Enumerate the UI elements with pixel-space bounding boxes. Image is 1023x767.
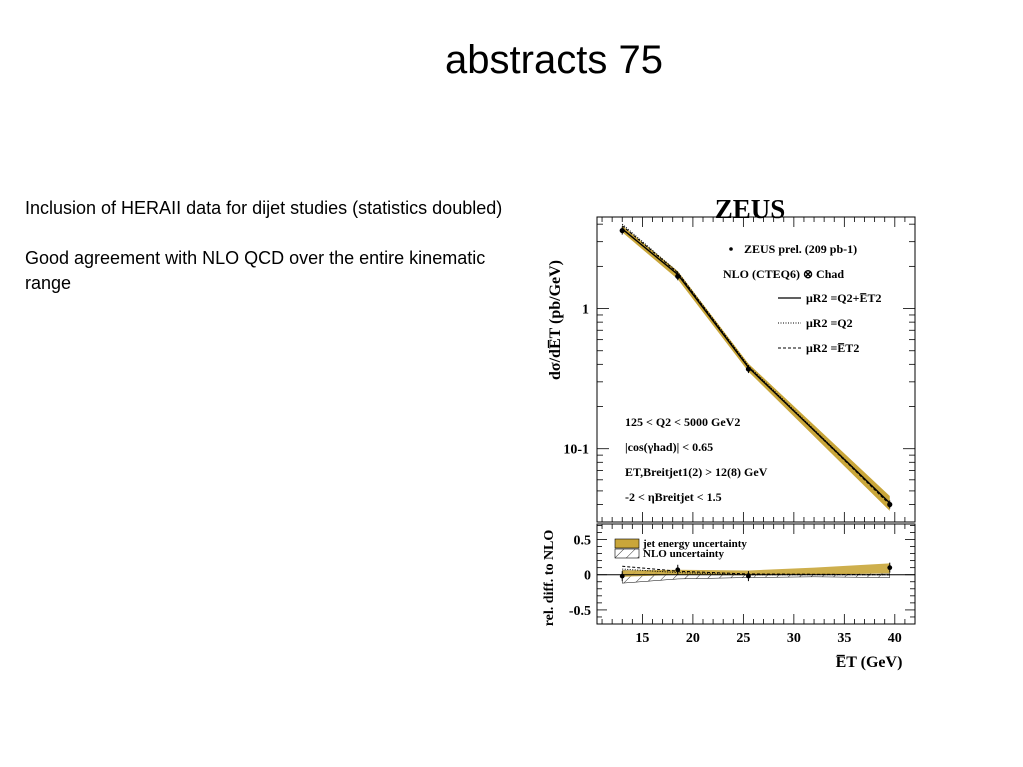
upper-panel: dσ/dE̅T (pb/GeV) 1 10-1 ZEUS prel. (209 p… — [546, 216, 916, 523]
y-tick-label: 10-1 — [563, 443, 589, 458]
y-tick-label: 0 — [584, 569, 591, 584]
zeus-plot: ZEUS dσ/dE̅T (pb/GeV) 1 10-1 ZEUS prel. (… — [542, 194, 916, 671]
legend-nlo-label: NLO (CTEQ6) ⊗ Chad — [723, 267, 844, 281]
lower-x-ticks: 15 20 25 30 35 40 — [601, 217, 916, 646]
slide-paragraph: Good agreement with NLO QCD over the ent… — [25, 248, 486, 293]
lower-lines-layer — [622, 565, 890, 576]
cut-label: ET,Breitjet1(2) > 12(8) GeV — [625, 465, 768, 479]
legend-data-marker — [729, 247, 733, 251]
ratio-line-dashed — [622, 565, 890, 576]
lower-y-label: rel. diff. to NLO — [542, 530, 557, 627]
legend-jet-band-label: jet energy uncertainty — [642, 538, 747, 550]
nlo-line-solid — [621, 228, 891, 504]
zeus-figure: ZEUS dσ/dE̅T (pb/GeV) 1 10-1 ZEUS prel. (… — [535, 185, 935, 690]
lower-bands-layer — [597, 563, 915, 584]
x-tick-label: 15 — [635, 631, 649, 646]
upper-y-ticks: 1 10-1 — [563, 223, 915, 523]
slide-title: abstracts 75 — [445, 38, 663, 82]
x-tick-label: 40 — [888, 631, 902, 646]
legend-nlo-band-swatch — [614, 548, 640, 559]
ratio-point — [887, 565, 893, 571]
legend-jet-band-swatch — [614, 538, 640, 549]
upper-lines-layer — [621, 223, 891, 505]
legend-nlo-band-label: NLO uncertainty — [643, 548, 724, 560]
lower-points-layer — [619, 562, 893, 582]
y-tick-label: 0.5 — [574, 533, 592, 548]
data-point — [619, 227, 625, 234]
nlo-line-dashed — [621, 225, 891, 505]
legend-scale-label: μR2 =E̅T2 — [806, 341, 859, 355]
chart-title: ZEUS — [715, 194, 786, 224]
ratio-line-dotted — [622, 568, 890, 576]
legend-scale-label: μR2 =Q2+E̅T2 — [806, 291, 882, 305]
upper-points-layer — [619, 226, 893, 509]
ratio-point — [746, 573, 751, 579]
cut-label: |cos(γhad)| < 0.65 — [625, 440, 713, 454]
x-axis-label: E̅T (GeV) — [836, 653, 903, 671]
legend-data-label: ZEUS prel. (209 pb-1) — [744, 242, 857, 256]
legend-scale-label: μR2 =Q2 — [806, 316, 853, 330]
upper-frame — [596, 216, 916, 523]
x-tick-label: 35 — [837, 631, 851, 646]
x-tick-label: 20 — [686, 631, 700, 646]
data-point — [745, 366, 752, 372]
y-tick-label: -0.5 — [569, 604, 591, 619]
ratio-point — [675, 567, 681, 573]
lower-panel: rel. diff. to NLO 0.50-0.5 15 20 25 30 35 40 … — [542, 217, 916, 671]
y-tick-label: 1 — [582, 303, 589, 318]
x-tick-label: 30 — [787, 631, 801, 646]
lower-y-ticks: 0.5 0 -0.5 — [569, 525, 915, 619]
slide-paragraph: Inclusion of HERAII data for dijet studi… — [25, 198, 503, 218]
ratio-point — [619, 573, 625, 579]
jet-energy-band — [622, 563, 890, 577]
data-point — [675, 273, 681, 279]
upper-y-label: dσ/dE̅T (pb/GeV) — [546, 260, 564, 380]
x-tick-label: 25 — [736, 631, 750, 646]
data-point — [887, 501, 893, 508]
cut-label: -2 < ηBreitjet < 1.5 — [625, 490, 722, 504]
cut-label: 125 < Q2 < 5000 GeV2 — [625, 415, 740, 429]
slide-body: Inclusion of HERAII data for dijet studi… — [25, 196, 525, 321]
lower-frame — [596, 523, 916, 625]
